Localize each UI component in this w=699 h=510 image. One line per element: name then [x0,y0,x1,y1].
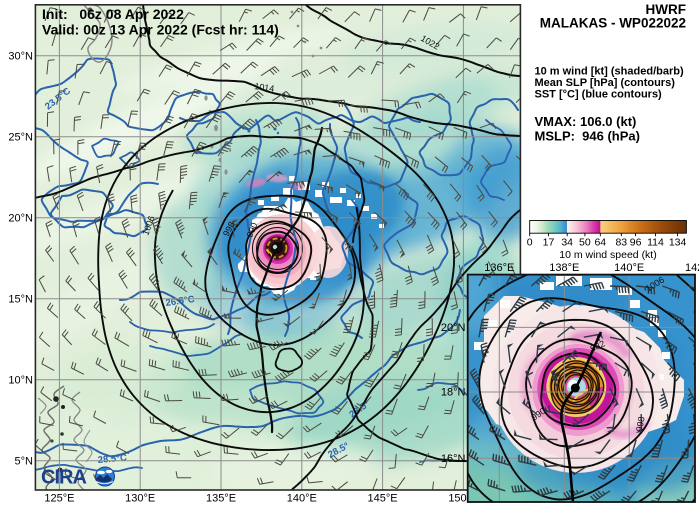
svg-text:5°N: 5°N [15,456,34,468]
svg-text:96: 96 [630,237,642,249]
svg-text:20°N: 20°N [441,322,466,334]
svg-text:150: 150 [448,493,466,505]
svg-text:HWRF: HWRF [646,2,687,17]
svg-text:10°N: 10°N [8,375,33,387]
svg-text:15°N: 15°N [8,294,33,306]
svg-text:130°E: 130°E [125,493,155,505]
svg-text:16°N: 16°N [441,453,466,465]
svg-text:28.5°C: 28.5°C [97,452,127,466]
svg-text:1014: 1014 [254,81,275,94]
svg-text:998: 998 [634,416,646,433]
svg-text:17: 17 [543,237,555,249]
svg-text:25°N: 25°N [8,132,33,144]
svg-text:VMAX: 106.0 (kt): VMAX: 106.0 (kt) [535,114,637,129]
svg-text:140°E: 140°E [287,493,317,505]
svg-text:10 m wind [kt] (shaded/barb): 10 m wind [kt] (shaded/barb) [535,66,684,78]
svg-text:Init: 06z 08 Apr 2022: Init: 06z 08 Apr 2022 [42,6,184,22]
svg-text:142: 142 [685,262,699,274]
svg-text:64: 64 [594,237,606,249]
svg-text:20°N: 20°N [8,213,33,225]
svg-text:34: 34 [561,237,573,249]
svg-text:135°E: 135°E [206,493,236,505]
svg-text:134: 134 [669,237,687,249]
svg-text:CIRA: CIRA [41,467,86,489]
svg-text:30°N: 30°N [8,51,33,63]
svg-text:10 m wind speed (kt): 10 m wind speed (kt) [559,249,656,261]
svg-text:83: 83 [615,237,627,249]
svg-text:MSLP: 946 (hPa): MSLP: 946 (hPa) [535,129,640,144]
svg-text:138°E: 138°E [549,262,579,274]
svg-text:145°E: 145°E [368,493,398,505]
svg-text:136°E: 136°E [484,262,514,274]
svg-text:50: 50 [579,237,591,249]
svg-text:125°E: 125°E [44,493,74,505]
svg-text:18°N: 18°N [441,387,466,399]
svg-text:MALAKAS - WP022022: MALAKAS - WP022022 [540,16,686,31]
svg-text:0: 0 [527,237,533,249]
svg-text:140°E: 140°E [614,262,644,274]
svg-text:SST [°C] (blue contours): SST [°C] (blue contours) [535,89,663,101]
svg-text:Valid: 00z 13 Apr 2022 (Fcst h: Valid: 00z 13 Apr 2022 (Fcst hr: 114) [42,22,279,38]
svg-text:Mean SLP [hPa] (contours): Mean SLP [hPa] (contours) [535,77,676,89]
svg-text:26.5°C: 26.5°C [165,294,196,309]
svg-text:114: 114 [647,237,664,249]
